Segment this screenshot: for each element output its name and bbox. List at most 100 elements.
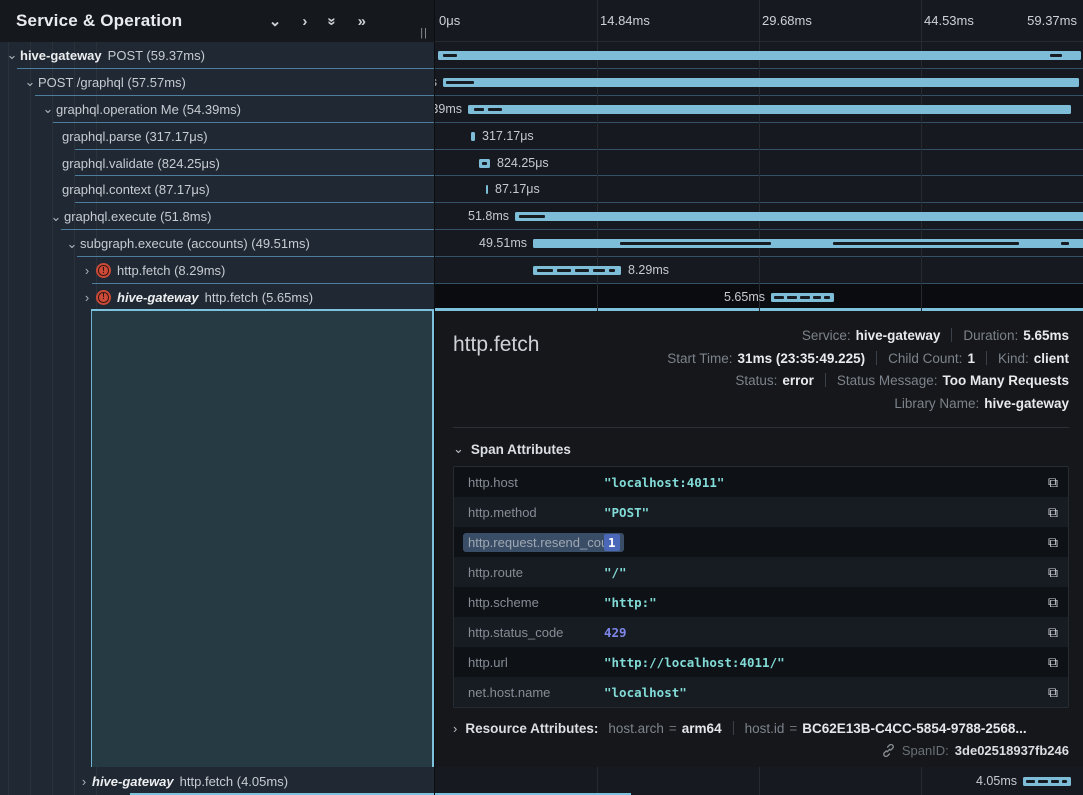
attribute-value: 1 (604, 533, 620, 551)
span-id-footer: SpanID: 3de02518937fb246 (453, 743, 1069, 758)
meta-value: 5.65ms (1023, 328, 1069, 343)
span-bar[interactable] (1023, 777, 1071, 786)
span-bar-event-mark (1051, 780, 1059, 783)
attribute-value: "http:" (604, 595, 657, 610)
meta-label: Child Count: (888, 350, 963, 366)
tree-row[interactable]: › hive-gateway http.fetch (4.05ms) (0, 767, 434, 795)
chevron-right-icon[interactable]: › (302, 12, 308, 30)
panel-resize-handle[interactable]: || (420, 27, 428, 39)
tree-row-label: POST (59.37ms) (107, 47, 205, 63)
attribute-key-text: http.route (468, 564, 523, 580)
chevron-down-icon[interactable]: ⌄ (50, 208, 62, 224)
span-attributes-title: Span Attributes (470, 441, 571, 457)
time-tick: 59.37ms (1027, 13, 1077, 28)
span-bar[interactable] (468, 104, 1071, 114)
span-bar-event-mark (787, 296, 797, 300)
chevron-down-icon[interactable]: ⌄ (42, 101, 54, 117)
copy-icon[interactable]: ⧉ (1048, 594, 1058, 610)
chevron-down-icon[interactable]: ⌄ (24, 74, 36, 90)
span-bar[interactable] (771, 293, 834, 303)
span-attributes-toggle[interactable]: ⌄ Span Attributes (453, 441, 1069, 457)
span-duration-label: 87.17μs (495, 182, 540, 197)
exclamation-glyph: ! (98, 292, 109, 303)
span-bar-event-mark (593, 269, 605, 273)
attribute-row: http.scheme "http:" ⧉ (454, 587, 1068, 617)
copy-icon[interactable]: ⧉ (1048, 534, 1058, 550)
attribute-key-text: http.host (468, 474, 518, 490)
tree-row[interactable]: ⌄ hive-gateway POST (59.37ms) (0, 42, 434, 69)
copy-icon[interactable]: ⧉ (1048, 564, 1058, 580)
copy-icon[interactable]: ⧉ (1048, 624, 1058, 640)
tree-row[interactable]: ›! hive-gateway http.fetch (5.65ms) (0, 284, 434, 311)
tree-row[interactable]: graphql.context (87.17μs) (0, 176, 434, 204)
tree-row[interactable]: graphql.validate (824.25μs) (0, 150, 434, 177)
divider (876, 350, 878, 365)
tree-row-label: graphql.context (87.17μs) (62, 182, 210, 198)
span-bar-event-mark (620, 242, 771, 246)
row-border (53, 121, 434, 123)
span-duration-label: 49.51ms (479, 236, 527, 251)
span-duration-label: 57.57ms (435, 75, 437, 89)
double-chevron-down-icon[interactable]: » (323, 16, 341, 26)
resource-attributes-toggle[interactable]: › Resource Attributes: host.arch = arm64 ho… (453, 721, 1069, 736)
divider (824, 373, 826, 387)
tree-row[interactable]: ⌄ subgraph.execute (accounts) (49.51ms) (0, 230, 434, 258)
chevron-right-icon: › (453, 721, 458, 736)
tree-row[interactable]: ⌄ graphql.operation Me (54.39ms) (0, 96, 434, 123)
chevron-right-icon[interactable]: › (84, 289, 90, 305)
span-bar[interactable] (471, 131, 475, 141)
chevron-down-icon[interactable]: ⌄ (6, 47, 18, 63)
tree-row[interactable]: ›! http.fetch (8.29ms) (0, 257, 434, 285)
span-bar[interactable] (533, 266, 621, 276)
tree-row-label: graphql.validate (824.25μs) (62, 155, 220, 171)
tree-row-service: hive-gateway (92, 773, 174, 789)
span-bar[interactable] (479, 158, 490, 168)
row-border (75, 148, 434, 150)
tree-row[interactable]: graphql.parse (317.17μs) (0, 123, 434, 150)
double-chevron-right-icon[interactable]: » (357, 12, 366, 30)
span-meta: Service: hive-gateway Duration: 5.65ms Start… (667, 325, 1069, 415)
tree-row-label: http.fetch (5.65ms) (204, 289, 314, 305)
attribute-value-text: "http://localhost:4011/" (604, 654, 785, 670)
attribute-value-text: "POST" (604, 504, 650, 520)
copy-icon[interactable]: ⧉ (1048, 654, 1058, 670)
link-icon[interactable] (881, 743, 896, 758)
span-tree-bottom: › hive-gateway http.fetch (4.05ms) (0, 767, 434, 795)
time-tick: 0μs (439, 13, 461, 28)
span-bar-event-mark (537, 269, 553, 273)
attribute-value-text: "localhost" (604, 684, 687, 700)
span-bar[interactable] (486, 185, 488, 195)
copy-icon[interactable]: ⧉ (1048, 474, 1058, 490)
span-meta-line: Library Name: hive-gateway (667, 393, 1069, 416)
attribute-value: "http://localhost:4011/" (604, 655, 785, 670)
resource-attributes-values: host.arch = arm64 host.id = BC62E13B-C4CC-585… (608, 721, 1027, 736)
tree-row-label: POST /graphql (57.57ms) (38, 74, 186, 90)
timeline-bottom-span-row: 4.05ms (435, 767, 1083, 795)
span-bar[interactable] (515, 212, 1083, 222)
span-bar-event-mark (575, 269, 589, 273)
span-bar[interactable] (438, 51, 1081, 60)
tree-row[interactable]: ⌄ POST /graphql (57.57ms) (0, 69, 434, 96)
attribute-value: 429 (604, 625, 627, 640)
chevron-down-icon[interactable]: ⌄ (268, 12, 282, 30)
tree-row[interactable]: ⌄ graphql.execute (51.8ms) (0, 203, 434, 231)
chevron-right-icon[interactable]: › (81, 773, 87, 789)
span-bar-event-mark (474, 107, 484, 111)
span-bar-event-mark (482, 161, 487, 165)
span-duration-label: 824.25μs (497, 155, 549, 170)
time-tick: 29.68ms (762, 13, 812, 28)
chevron-right-icon[interactable]: › (84, 263, 90, 279)
attribute-key-text: http.method (468, 504, 537, 520)
resource-key: host.id (744, 721, 785, 736)
span-bar[interactable] (533, 239, 1083, 249)
attribute-value: "/" (604, 565, 627, 580)
resource-value: BC62E13B-C4CC-5854-9788-2568... (802, 721, 1027, 736)
chevron-down-icon[interactable]: ⌄ (66, 235, 78, 251)
copy-icon[interactable]: ⧉ (1048, 684, 1058, 700)
chevron-down-icon: ⌄ (453, 441, 464, 456)
span-bar-event-mark (774, 296, 784, 300)
panel-title: Service & Operation (16, 11, 183, 30)
copy-icon[interactable]: ⧉ (1048, 504, 1058, 520)
span-bar[interactable] (443, 77, 1079, 87)
